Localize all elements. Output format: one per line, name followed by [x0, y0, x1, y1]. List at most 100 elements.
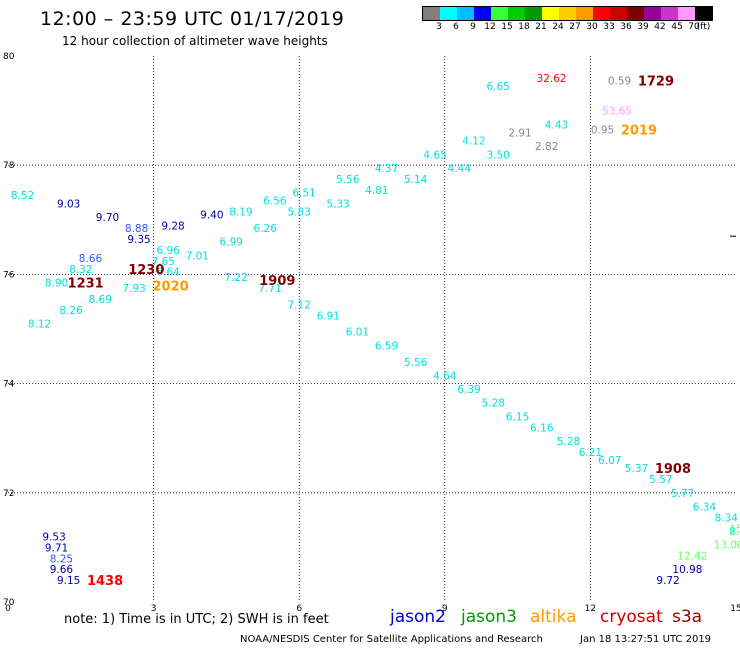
x-tick-label: 12 — [585, 604, 596, 614]
wave-height-reading: 6.26 — [254, 223, 278, 235]
wave-height-reading: 6.56 — [263, 196, 287, 208]
wave-height-reading: 8.26 — [59, 305, 83, 317]
wave-height-reading: 6.91 — [317, 310, 340, 322]
wave-height-reading: 8.69 — [89, 294, 112, 306]
wave-height-reading: 10.98 — [672, 564, 702, 576]
wave-height-reading: 6.15 — [506, 411, 529, 423]
y-tick-label: 70 — [3, 598, 15, 608]
color-swatch — [661, 7, 678, 20]
wave-height-reading: 4.81 — [365, 185, 388, 197]
color-scale-label: 27 — [569, 22, 581, 32]
color-swatch — [423, 7, 440, 20]
wave-height-reading: 7.65 — [152, 256, 175, 268]
wave-height-reading: 4.37 — [375, 163, 398, 175]
color-swatch — [678, 7, 695, 20]
wave-height-reading: 7.22 — [224, 272, 247, 284]
wave-height-reading: 6.07 — [598, 455, 621, 467]
wave-height-reading: 6.65 — [486, 81, 509, 93]
wave-height-reading: 9.53 — [42, 531, 65, 543]
color-scale-label: 6 — [453, 22, 459, 32]
color-scale-label: (ft) — [696, 22, 711, 32]
wave-height-reading: 6.34 — [693, 501, 717, 513]
wave-height-reading: 0.59 — [608, 76, 631, 88]
satellite-s3a-label: s3a — [672, 607, 703, 627]
color-swatch — [576, 7, 593, 20]
y-tick-label: 76 — [3, 270, 15, 280]
wave-height-reading: 9.72 — [656, 575, 679, 587]
wave-height-reading: 8.12 — [28, 319, 51, 331]
wave-height-reading: 8.34 — [715, 512, 739, 524]
wave-height-reading: 9.35 — [127, 234, 150, 246]
wave-height-reading: 9.40 — [200, 209, 223, 221]
satellite-altika-label: altika — [530, 607, 577, 627]
x-tick-label: 6 — [296, 604, 302, 614]
wave-height-reading: 5.37 — [625, 463, 648, 475]
wave-height-reading: 12.42 — [677, 551, 707, 563]
wave-height-reading: 5.28 — [557, 436, 580, 448]
wave-height-reading: 9.71 — [45, 542, 68, 554]
wave-height-reading: 8.66 — [79, 253, 103, 265]
wave-height-reading: 9.15 — [57, 575, 80, 587]
pass-time-label: 1729 — [638, 75, 674, 90]
color-scale-label: 70 — [688, 22, 700, 32]
color-swatch — [559, 7, 576, 20]
wave-height-reading: 9.28 — [161, 220, 184, 232]
pass-time-label: 2019 — [621, 124, 657, 139]
wave-height-reading: 4.43 — [545, 119, 568, 131]
satellite-jason3-label: jason3 — [461, 607, 517, 627]
wave-height-reading: 8.52 — [11, 190, 34, 202]
wave-height-reading: 6.59 — [375, 340, 398, 352]
footer-note: note: 1) Time is in UTC; 2) SWH is in fe… — [64, 612, 329, 627]
y-tick-label: 78 — [3, 161, 15, 171]
wave-height-reading: 13.00 — [714, 540, 740, 552]
color-swatch — [457, 7, 474, 20]
x-tick-label: 9 — [442, 604, 448, 614]
wave-height-reading: 32.62 — [537, 73, 567, 85]
wave-height-reading: 6.21 — [579, 447, 602, 459]
color-swatch — [610, 7, 627, 20]
color-swatch — [525, 7, 542, 20]
pass-time-label: 1230 — [128, 263, 164, 278]
wave-height-reading: 8.32 — [69, 264, 92, 276]
wave-height-reading: 5.14 — [404, 174, 428, 186]
satellite-cryosat-label: cryosat — [600, 607, 663, 627]
wave-height-reading: 8.90 — [45, 278, 68, 290]
chart-subtitle: 12 hour collection of altimeter wave hei… — [62, 34, 328, 48]
wave-height-reading: 9.66 — [50, 564, 74, 576]
wave-height-reading: 5.83 — [288, 207, 311, 219]
wave-height-reading: 6.99 — [220, 237, 243, 249]
wave-height-reading: 9.70 — [96, 212, 119, 224]
color-swatch — [644, 7, 661, 20]
pass-time-label: 1908 — [655, 462, 691, 477]
wave-height-reading: 6.01 — [346, 327, 369, 339]
wave-height-reading: 8.19 — [229, 207, 252, 219]
pass-time-label: 1438 — [87, 574, 123, 589]
color-scale-label: 9 — [470, 22, 476, 32]
wave-height-reading: 5.77 — [671, 488, 694, 500]
satellite-jason2-label: jason2 — [390, 607, 446, 627]
color-scale-label: 24 — [552, 22, 564, 32]
wave-height-reading: 6.51 — [292, 188, 315, 200]
y-tick-label: 74 — [3, 380, 15, 390]
wave-height-reading: 5.33 — [326, 198, 349, 210]
wave-height-reading: 4.64 — [433, 370, 457, 382]
wave-height-reading: 0.95 — [591, 125, 614, 137]
wave-height-reading: 8.88 — [125, 223, 148, 235]
wave-height-reading: 2.82 — [535, 141, 558, 153]
color-swatch — [440, 7, 457, 20]
pass-time-label: 1909 — [259, 274, 295, 289]
color-swatch — [542, 7, 559, 20]
color-swatch — [491, 7, 508, 20]
wave-height-reading: 5.56 — [404, 357, 428, 369]
wave-height-reading: 4.12 — [462, 136, 485, 148]
wave-height-reading: 8.43 — [729, 526, 740, 538]
wave-height-reading: 15 — [729, 523, 740, 535]
wave-height-reading: 5.57 — [649, 474, 672, 486]
color-scale-label: 42 — [654, 22, 666, 32]
color-swatch — [593, 7, 610, 20]
wave-height-reading: 5.56 — [336, 174, 360, 186]
color-scale-label: 18 — [518, 22, 530, 32]
generated-timestamp: Jan 18 13:27:51 UTC 2019 — [580, 634, 712, 645]
color-scale-label: 15 — [501, 22, 513, 32]
